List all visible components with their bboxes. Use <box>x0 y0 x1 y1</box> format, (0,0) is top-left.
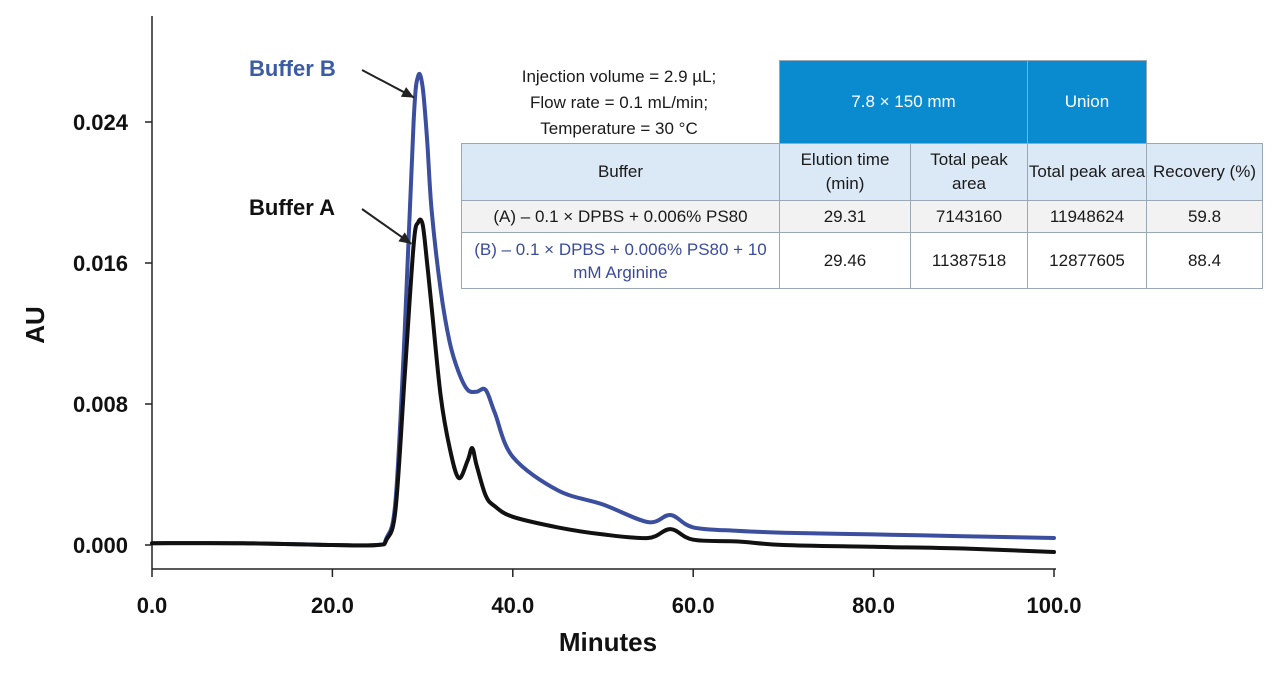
table-corner-right <box>1147 61 1263 144</box>
cell-buffer: (A) – 0.1 × DPBS + 0.006% PS80 <box>461 200 780 233</box>
x-tick-label: 60.0 <box>672 593 715 618</box>
cell-peak-area-column: 11387518 <box>910 232 1028 289</box>
series-label-buffer-b: Buffer B <box>249 56 336 81</box>
cell-peak-area-union: 12877605 <box>1027 232 1147 289</box>
header-total-peak-area-union: Total peak area <box>1027 143 1147 201</box>
table-row: (B) – 0.1 × DPBS + 0.006% PS80 + 10 mM A… <box>461 232 1263 289</box>
x-tick-label: 20.0 <box>311 593 354 618</box>
group-header-column: 7.8 × 150 mm <box>779 60 1028 144</box>
y-tick-label: 0.016 <box>73 251 128 276</box>
x-tick-label: 40.0 <box>491 593 534 618</box>
method-conditions: Injection volume = 2.9 µL; Flow rate = 0… <box>470 64 768 142</box>
condition-flow-rate: Flow rate = 0.1 mL/min; <box>529 93 709 112</box>
header-recovery: Recovery (%) <box>1146 143 1263 201</box>
condition-temperature: Temperature = 30 °C <box>540 119 698 138</box>
table-row: (A) – 0.1 × DPBS + 0.006% PS80 29.31 714… <box>461 200 1263 233</box>
annotations: Buffer B Buffer A <box>249 56 415 245</box>
y-tick-label: 0.000 <box>73 533 128 558</box>
axes <box>151 16 1056 570</box>
annotation-arrowhead <box>400 87 415 98</box>
cell-recovery: 88.4 <box>1146 232 1263 289</box>
y-ticks: 0.000 0.008 0.016 0.024 <box>73 110 152 558</box>
x-axis-title: Minutes <box>559 627 657 657</box>
x-tick-label: 0.0 <box>137 593 168 618</box>
series-line-buffer-a <box>150 217 1056 554</box>
series-label-buffer-a: Buffer A <box>249 195 335 220</box>
annotation-arrowhead <box>398 232 412 244</box>
cell-elution-time: 29.46 <box>779 232 911 289</box>
cell-recovery: 59.8 <box>1146 200 1263 233</box>
y-tick-label: 0.008 <box>73 392 128 417</box>
column-header-row: Buffer Elution time (min) Total peak are… <box>461 143 1263 201</box>
table-corner <box>462 61 780 144</box>
x-tick-label: 100.0 <box>1026 593 1081 618</box>
y-axis-title: AU <box>20 306 50 344</box>
y-tick-label: 0.024 <box>73 110 129 135</box>
group-header-row: 7.8 × 150 mm Union <box>462 60 1263 144</box>
cell-elution-time: 29.31 <box>779 200 911 233</box>
x-ticks: 0.0 20.0 40.0 60.0 80.0 100.0 <box>137 569 1082 618</box>
header-buffer: Buffer <box>461 143 780 201</box>
series-lines <box>150 71 1056 554</box>
header-total-peak-area-column: Total peak area <box>910 143 1028 201</box>
header-elution-time: Elution time (min) <box>779 143 911 201</box>
results-table: 7.8 × 150 mm Union Buffer Elution time (… <box>461 60 1263 289</box>
cell-buffer: (B) – 0.1 × DPBS + 0.006% PS80 + 10 mM A… <box>461 232 780 289</box>
group-header-union: Union <box>1027 60 1147 144</box>
cell-peak-area-column: 7143160 <box>910 200 1028 233</box>
cell-peak-area-union: 11948624 <box>1027 200 1147 233</box>
condition-injection-volume: Injection volume = 2.9 µL; <box>521 67 717 86</box>
x-tick-label: 80.0 <box>852 593 895 618</box>
